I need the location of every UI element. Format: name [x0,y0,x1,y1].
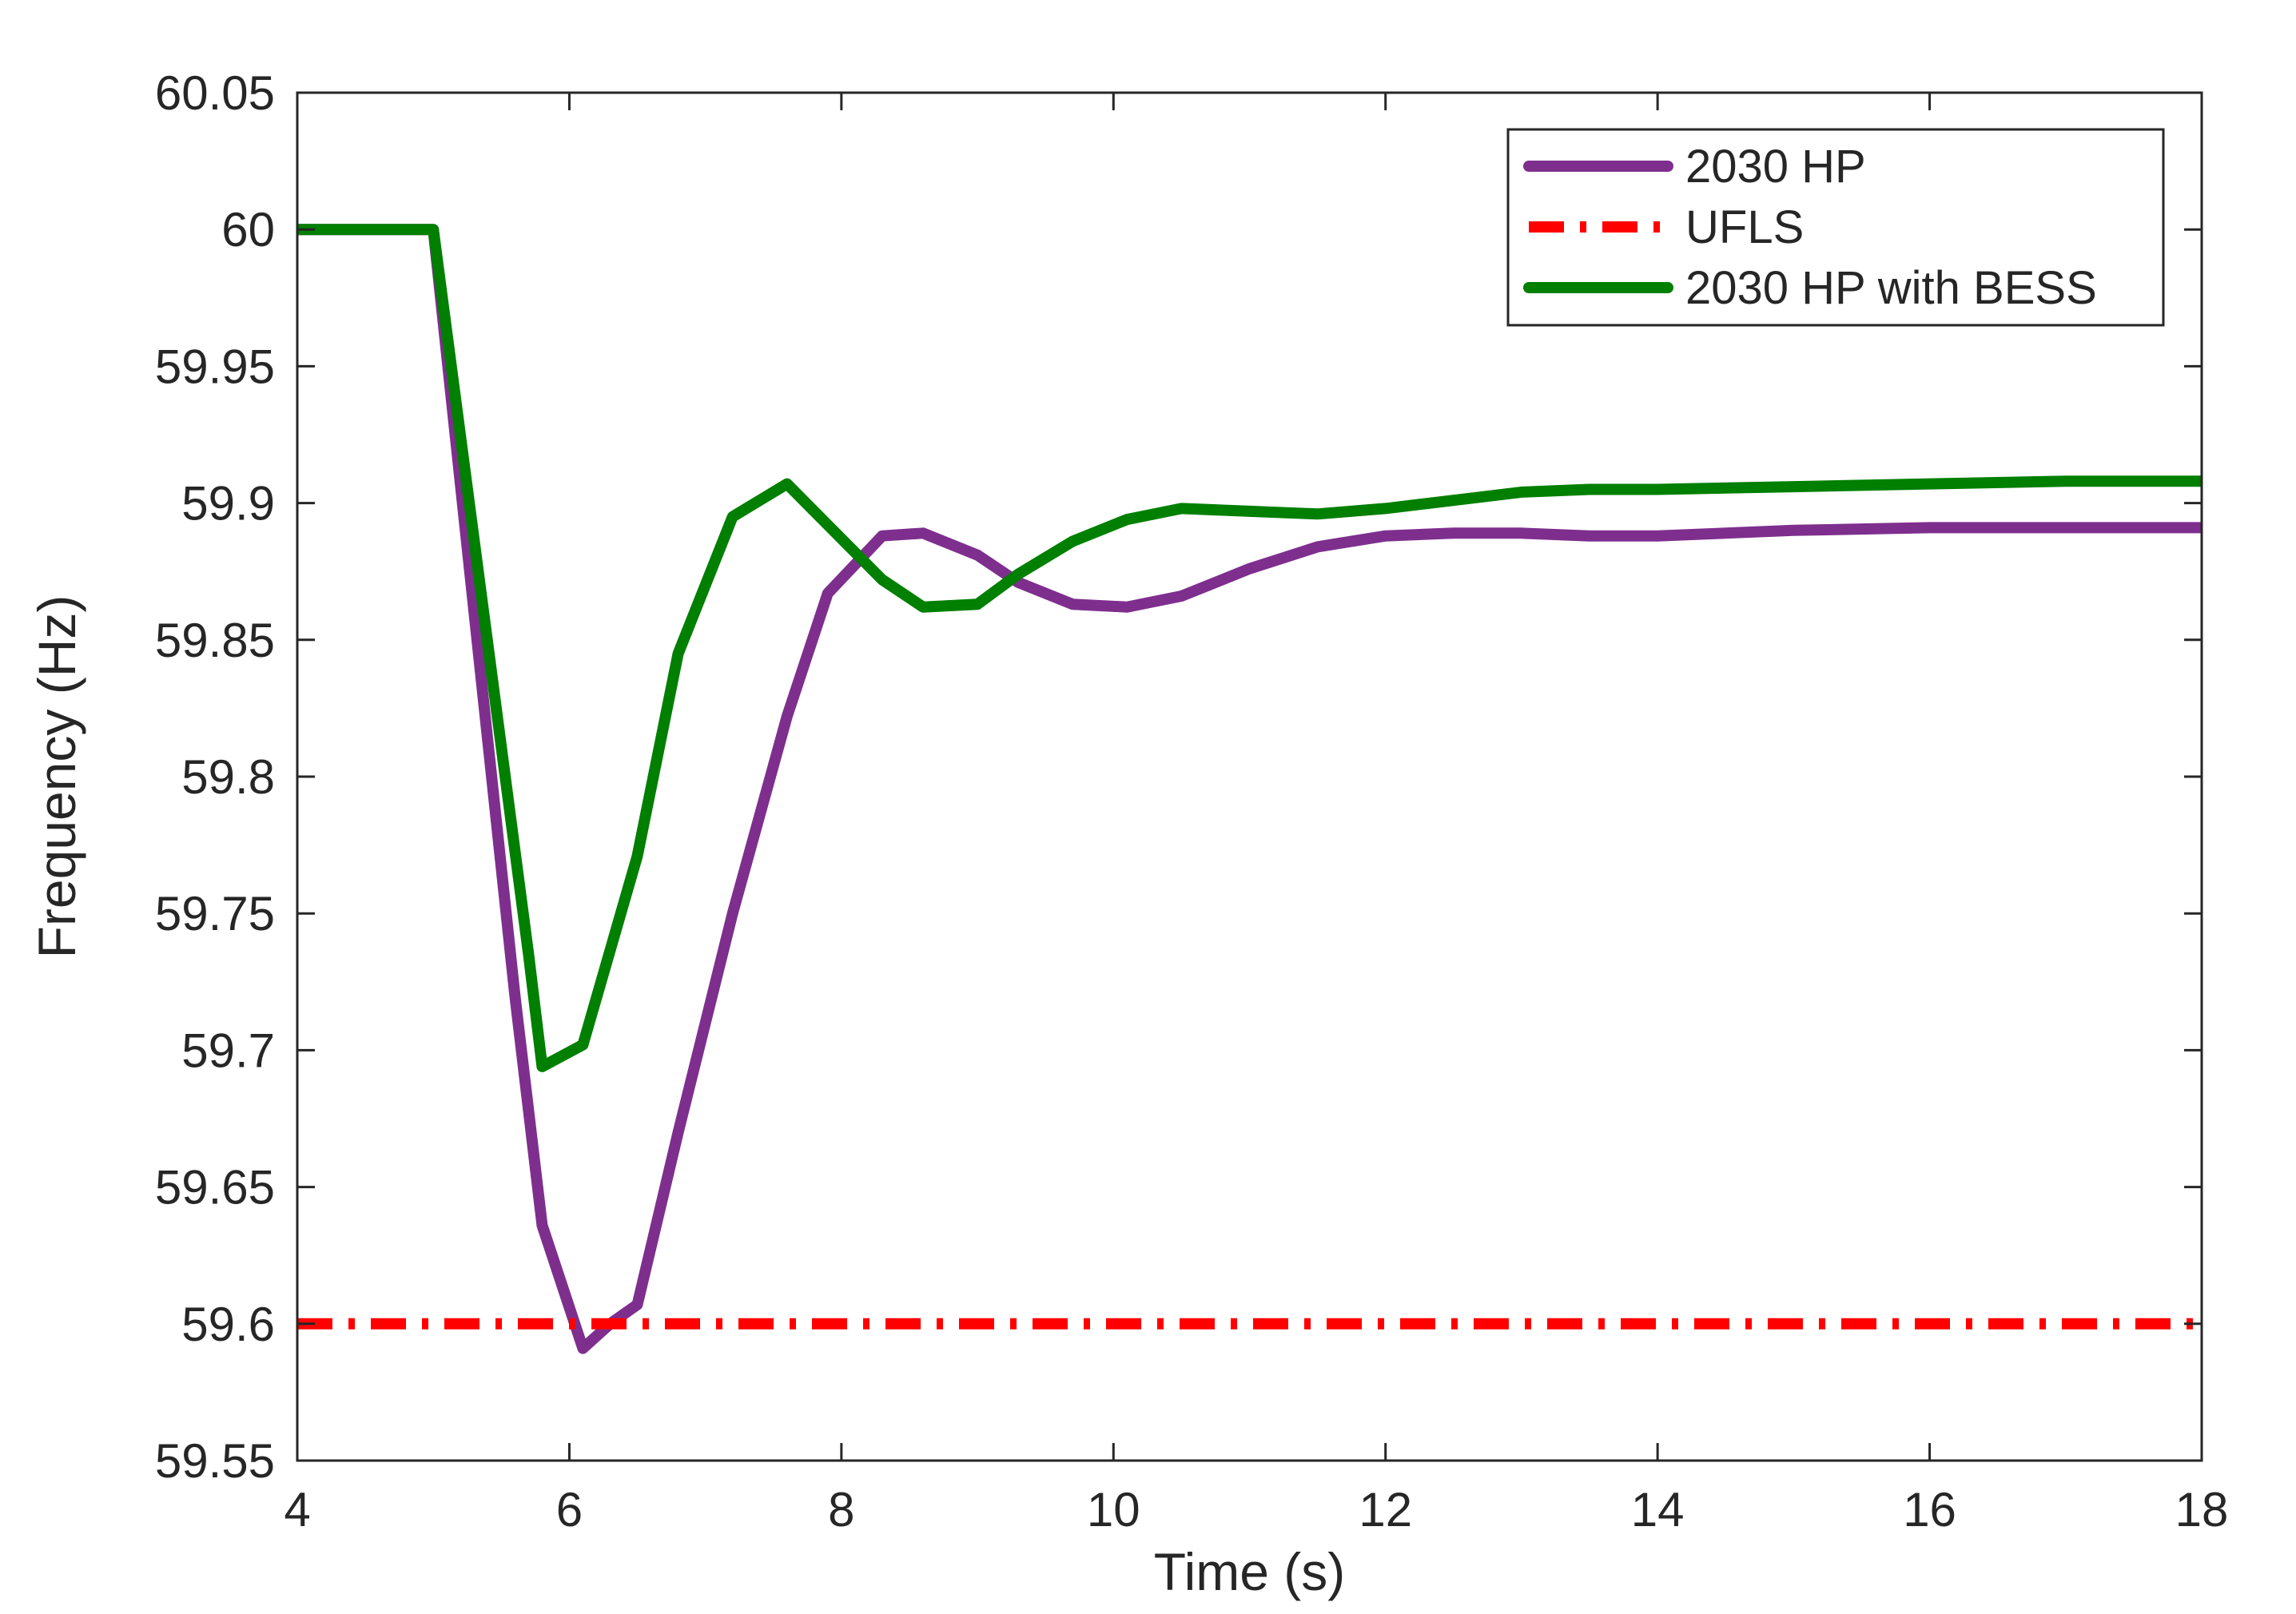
x-tick-label: 10 [1087,1483,1140,1536]
x-axis-label: Time (s) [1154,1542,1346,1601]
x-tick-label: 4 [284,1483,310,1536]
axes-box [296,91,2203,1462]
x-tick-label: 18 [2175,1483,2229,1536]
x-tick-label: 8 [828,1483,854,1536]
legend-label-ufls: UFLS [1685,201,1804,253]
x-tick-label: 12 [1359,1483,1412,1536]
axes-frame [296,91,2203,1462]
series-line-2030-hp [297,224,2202,1354]
y-tick-label: 59.95 [155,340,275,393]
series-line-2030-hp-with-bess [297,224,2202,1072]
y-tick-label: 59.9 [181,477,275,531]
y-tick-label: 59.85 [155,614,275,667]
legend-label-2030-hp: 2030 HP [1685,141,1866,193]
y-tick-label: 60.05 [155,66,275,120]
legend-label-2030-hp-with-bess: 2030 HP with BESS [1685,262,2097,314]
y-tick-label: 59.55 [155,1434,275,1488]
y-axis-label: Frequency (Hz) [27,595,86,959]
legend: 2030 HP UFLS 2030 HP with BESS [1506,128,2165,327]
axis-ticks: 4 6 8 10 12 14 16 18 59.55 59.6 59.65 59.7 59.75 59.8… [155,66,2229,1536]
y-tick-label: 59.65 [155,1161,275,1214]
y-tick-label: 60 [221,203,275,256]
plot-area [297,224,2202,1354]
y-tick-label: 59.8 [181,750,275,804]
y-tick-label: 59.7 [181,1024,275,1077]
y-tick-label: 59.75 [155,887,275,940]
x-tick-label: 14 [1631,1483,1685,1536]
y-tick-label: 59.6 [181,1298,275,1351]
x-tick-label: 6 [556,1483,583,1536]
x-tick-label: 16 [1903,1483,1956,1536]
